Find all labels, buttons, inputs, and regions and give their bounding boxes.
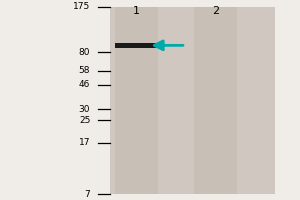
Bar bbox=[115, 43, 158, 48]
Text: 17: 17 bbox=[79, 138, 90, 147]
Text: 80: 80 bbox=[79, 48, 90, 57]
Text: 30: 30 bbox=[79, 105, 90, 114]
Text: 58: 58 bbox=[79, 66, 90, 75]
Text: 1: 1 bbox=[133, 6, 140, 16]
Text: 7: 7 bbox=[85, 190, 90, 199]
Text: 46: 46 bbox=[79, 80, 90, 89]
Text: 2: 2 bbox=[212, 6, 219, 16]
Bar bbox=[110, 7, 275, 194]
Text: 25: 25 bbox=[79, 116, 90, 125]
Bar bbox=[194, 7, 237, 194]
Text: 175: 175 bbox=[73, 2, 90, 11]
Bar bbox=[115, 7, 158, 194]
